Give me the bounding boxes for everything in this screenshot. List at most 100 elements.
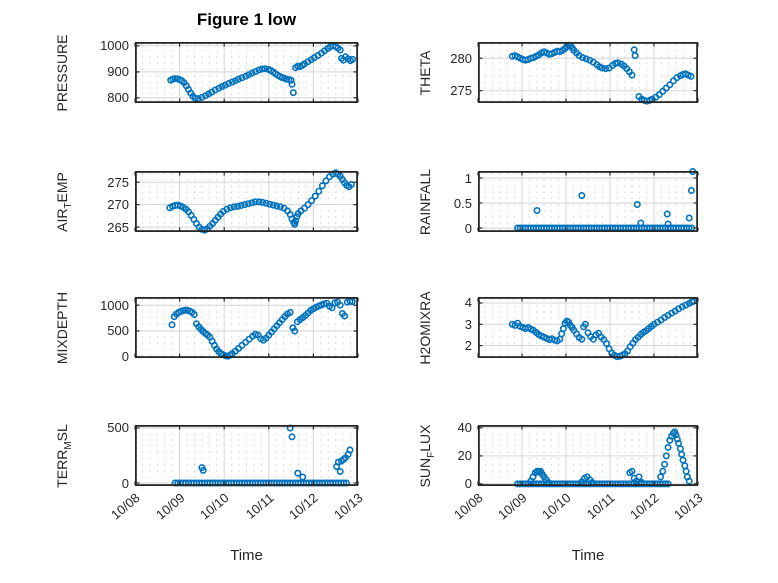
y-tick-label: 3 <box>464 316 472 332</box>
y-tick-label: 2 <box>464 338 472 354</box>
y-axis-label-part: TERR <box>54 449 71 488</box>
axes-box <box>477 41 698 104</box>
data-point <box>190 311 198 319</box>
data-point <box>226 204 234 212</box>
data-point <box>269 201 277 209</box>
data-point <box>308 197 316 205</box>
plot-area-air-temp <box>134 169 359 234</box>
y-tick-label: 0 <box>464 220 472 236</box>
data-point <box>336 301 344 309</box>
figure-title: Figure 1 low <box>196 10 297 29</box>
y-axis-label-terr-msl: TERRMSL <box>54 424 74 488</box>
plot-area-sun-flux <box>477 424 699 488</box>
data-point <box>273 202 281 210</box>
axes-box <box>134 296 358 359</box>
data-point <box>251 68 259 76</box>
data-point <box>598 64 606 72</box>
data-point <box>602 65 610 73</box>
axis-ticks <box>134 172 359 231</box>
data-point <box>287 76 295 84</box>
axes-box <box>477 424 698 487</box>
y-tick-label: 800 <box>107 90 129 106</box>
y-axis-label-part: PRESSURE <box>54 33 71 112</box>
data-point <box>191 94 199 102</box>
data-point <box>262 199 270 207</box>
data-point <box>288 433 296 441</box>
data-point <box>578 335 586 343</box>
data-point <box>235 75 243 83</box>
data-markers-mixdepth <box>168 297 356 360</box>
data-point <box>341 312 349 320</box>
y-tick-label: 280 <box>450 50 472 66</box>
data-point <box>276 203 284 211</box>
data-point <box>687 72 695 80</box>
plot-area-terr-msl <box>134 424 359 487</box>
data-point <box>662 452 670 460</box>
y-tick-label: 265 <box>107 219 129 235</box>
data-point <box>258 65 266 73</box>
data-point <box>685 477 693 485</box>
y-axis-label-pressure: PRESSURE <box>54 34 74 111</box>
data-markers-h2omixra <box>508 297 698 361</box>
plot-area-pressure <box>134 41 359 104</box>
y-tick-label: 0 <box>121 475 129 491</box>
data-point <box>672 431 680 439</box>
axis-ticks <box>134 298 359 358</box>
data-point <box>657 473 665 481</box>
data-point <box>559 325 567 333</box>
data-point <box>221 81 229 89</box>
y-axis-label-part: SL <box>54 423 71 441</box>
axis-ticks <box>477 172 699 231</box>
plot-area-mixdepth <box>134 296 359 360</box>
data-point <box>336 467 344 475</box>
data-point <box>687 186 695 194</box>
data-point <box>318 182 326 190</box>
data-point <box>682 467 690 475</box>
axes-box <box>134 41 358 104</box>
data-point <box>631 52 639 60</box>
data-point <box>666 81 674 89</box>
data-point <box>661 460 669 468</box>
y-tick-label: 20 <box>457 448 472 464</box>
data-point <box>299 473 307 481</box>
data-point <box>241 201 249 209</box>
data-point <box>348 298 356 306</box>
data-point <box>248 69 256 77</box>
data-point <box>579 54 587 62</box>
y-tick-label: 1 <box>464 170 472 186</box>
data-point <box>346 446 354 454</box>
minor-grid <box>141 427 352 484</box>
axis-ticks <box>477 426 699 485</box>
y-tick-label: 500 <box>107 420 129 436</box>
axis-ticks <box>477 298 699 357</box>
y-axis-label-part: AIR <box>54 208 71 232</box>
data-markers-terr-msl <box>171 424 354 487</box>
data-point <box>630 46 638 54</box>
data-point <box>578 191 586 199</box>
y-axis-label-part: MIXDEPTH <box>54 291 71 364</box>
y-axis-label-mixdepth: MIXDEPTH <box>54 291 74 363</box>
data-point <box>682 301 690 309</box>
data-point <box>199 466 207 474</box>
axis-ticks <box>477 43 699 102</box>
axes-box <box>477 296 698 359</box>
x-axis-title-left: Time <box>230 547 263 564</box>
plot-area-theta <box>477 41 699 105</box>
y-tick-label: 1000 <box>100 38 129 54</box>
data-point <box>633 200 641 208</box>
data-point <box>661 480 669 488</box>
y-tick-label: 270 <box>107 197 129 213</box>
data-point <box>581 320 589 328</box>
data-point <box>230 203 238 211</box>
data-point <box>315 187 323 195</box>
data-point <box>659 467 667 475</box>
data-point <box>664 220 672 228</box>
data-point <box>685 214 693 222</box>
y-axis-label-part: EMP <box>54 171 71 202</box>
data-point <box>533 206 541 214</box>
data-point <box>255 66 263 74</box>
data-point <box>244 200 252 208</box>
data-point <box>248 199 256 207</box>
data-point <box>294 469 302 477</box>
